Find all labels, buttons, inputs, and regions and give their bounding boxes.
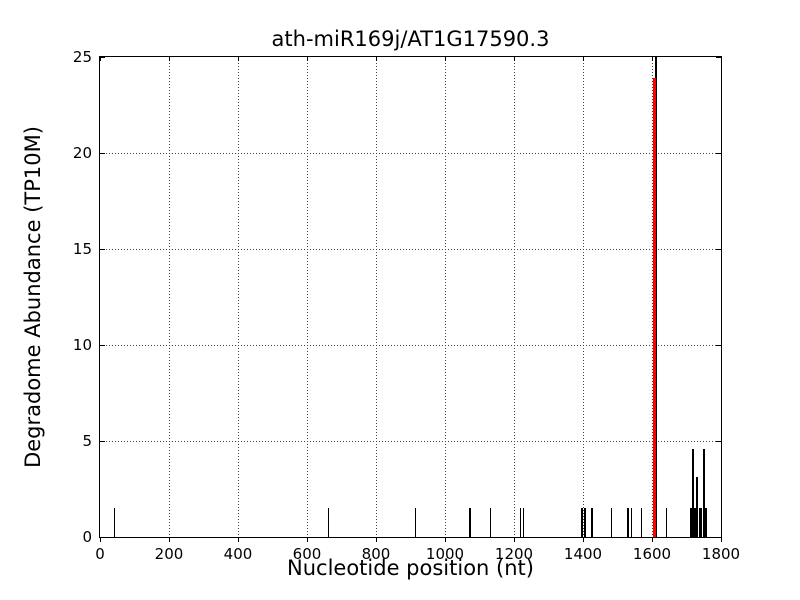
- degradome-abundance-spike: [113, 508, 116, 537]
- y-axis-right-tick: [716, 536, 721, 538]
- x-axis-top-tick: [100, 57, 101, 61]
- degradome-abundance-spike: [640, 508, 643, 537]
- degradome-abundance-spike: [581, 508, 583, 537]
- y-axis-tick: [100, 536, 105, 538]
- degradome-abundance-spike: [698, 508, 700, 537]
- y-axis-right-tick: [716, 152, 721, 154]
- degradome-abundance-spike: [630, 508, 633, 537]
- y-axis-label: Degradome Abundance (TP10M): [21, 126, 45, 468]
- y-gridline: [100, 248, 721, 250]
- x-tick-label: 600: [292, 545, 322, 563]
- x-axis-top-tick: [376, 57, 377, 61]
- y-axis-right-tick: [716, 344, 721, 346]
- y-tick-label: 25: [72, 48, 92, 66]
- degradome-abundance-spike: [689, 508, 692, 537]
- degradome-abundance-spike: [700, 508, 702, 537]
- x-tick-label: 0: [95, 545, 105, 563]
- x-tick-label: 1400: [563, 545, 603, 563]
- x-gridline: [168, 57, 170, 537]
- y-tick-label: 0: [82, 528, 92, 546]
- y-axis-tick: [100, 344, 105, 346]
- mirna-cleavage-site-spike: [652, 78, 656, 537]
- y-axis-right-tick: [716, 248, 721, 250]
- degradome-abundance-spike: [665, 508, 668, 537]
- y-gridline: [100, 152, 721, 154]
- degradome-abundance-spike: [692, 448, 694, 537]
- degradome-abundance-spike: [414, 508, 417, 537]
- x-tick-label: 1800: [701, 545, 741, 563]
- degradome-abundance-spike: [691, 508, 693, 537]
- degradome-abundance-spike: [703, 448, 705, 537]
- degradome-abundance-spike: [469, 508, 471, 537]
- x-axis-label: Nucleotide position (nt): [287, 556, 534, 580]
- x-axis-tick: [169, 538, 170, 542]
- y-tick-label: 5: [82, 432, 92, 450]
- x-gridline: [582, 57, 584, 537]
- degradome-abundance-spike: [705, 508, 707, 537]
- x-gridline: [444, 57, 446, 537]
- degradome-abundance-spike: [522, 508, 525, 537]
- x-gridline: [237, 57, 239, 537]
- degradome-abundance-spike: [610, 508, 613, 537]
- degradome-abundance-spike: [489, 508, 492, 537]
- x-axis-top-tick: [652, 57, 653, 61]
- x-axis-tick: [445, 538, 446, 542]
- degradome-abundance-spike: [584, 508, 586, 537]
- y-axis-tick: [100, 248, 105, 250]
- y-axis-right-tick: [716, 440, 721, 442]
- x-tick-label: 400: [223, 545, 253, 563]
- plot-frame: [99, 56, 722, 538]
- y-gridline: [100, 440, 721, 442]
- x-axis-top-tick: [169, 57, 170, 61]
- x-gridline: [513, 57, 515, 537]
- x-axis-tick: [583, 538, 584, 542]
- chart-title: ath-miR169j/AT1G17590.3: [271, 27, 550, 51]
- degradome-abundance-spike: [519, 508, 522, 537]
- degradome-abundance-spike: [627, 508, 629, 537]
- x-axis-tick: [238, 538, 239, 542]
- x-axis-tick: [100, 538, 101, 542]
- x-tick-label: 800: [361, 545, 391, 563]
- x-axis-tick: [376, 538, 377, 542]
- x-axis-tick: [721, 538, 722, 542]
- x-axis-top-tick: [238, 57, 239, 61]
- x-axis-top-tick: [583, 57, 584, 61]
- degradome-abundance-spike: [591, 508, 593, 537]
- y-tick-label: 15: [72, 240, 92, 258]
- x-axis-top-tick: [721, 57, 722, 61]
- y-axis-tick: [100, 152, 105, 154]
- x-gridline: [306, 57, 308, 537]
- y-tick-label: 20: [72, 144, 92, 162]
- x-axis-top-tick: [514, 57, 515, 61]
- x-axis-top-tick: [445, 57, 446, 61]
- degradome-abundance-spike: [696, 477, 698, 537]
- x-tick-label: 1000: [425, 545, 465, 563]
- x-tick-label: 1600: [632, 545, 672, 563]
- x-axis-tick: [652, 538, 653, 542]
- degradome-abundance-spike: [327, 508, 330, 537]
- x-tick-label: 1200: [494, 545, 534, 563]
- y-tick-label: 10: [72, 336, 92, 354]
- x-axis-tick: [514, 538, 515, 542]
- x-axis-tick: [307, 538, 308, 542]
- degradome-abundance-spike: [694, 508, 696, 537]
- y-axis-tick: [100, 440, 105, 442]
- x-gridline: [375, 57, 377, 537]
- y-axis-tick: [100, 56, 105, 58]
- y-axis-right-tick: [716, 56, 721, 58]
- x-axis-top-tick: [307, 57, 308, 61]
- x-gridline: [651, 57, 653, 537]
- x-tick-label: 200: [154, 545, 184, 563]
- y-gridline: [100, 344, 721, 346]
